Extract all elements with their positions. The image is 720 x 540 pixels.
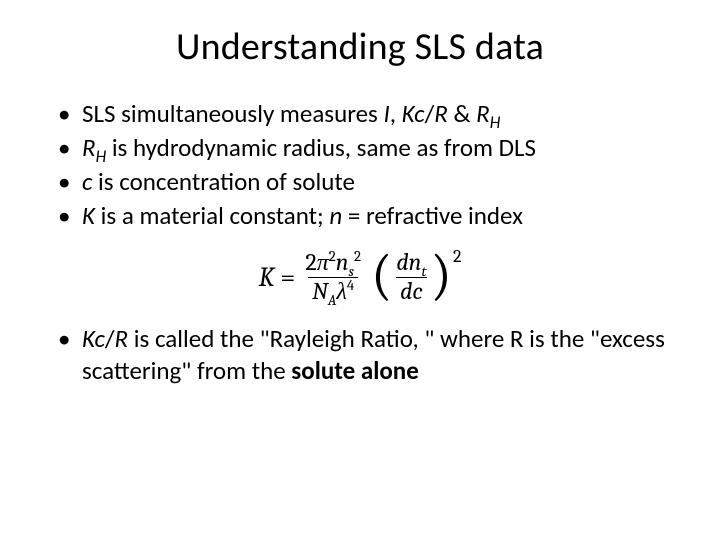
bullet-item: Kc/R is called the "Rayleigh Ratio, " wh… <box>58 323 680 387</box>
eq-equals: = <box>280 262 295 293</box>
var-n: n <box>329 200 342 231</box>
var-Kc: Kc <box>402 98 425 129</box>
text: / <box>425 98 435 129</box>
text: , <box>390 98 402 129</box>
text: = refractive index <box>342 200 523 231</box>
bullet-item: K is a material constant; n = refractive… <box>58 200 680 232</box>
bullet-list-top: SLS simultaneously measures I, Kc/R & RH… <box>40 98 680 232</box>
paren-left: ( <box>371 253 392 298</box>
var-c: c <box>82 166 92 197</box>
eq-fraction-left: 2π2ns2 NAλ4 <box>301 250 365 305</box>
equation-block: K = 2π2ns2 NAλ4 ( dnt dc ) <box>40 250 680 305</box>
bullet-item: SLS simultaneously measures I, Kc/R & RH <box>58 98 680 130</box>
text-bold: solute alone <box>291 355 419 386</box>
paren-right: ) <box>431 253 452 298</box>
eq-fraction-right: dnt dc <box>392 250 430 305</box>
var-R: R <box>434 98 448 129</box>
var-RH: RH <box>476 98 500 129</box>
var-K: K <box>82 200 95 231</box>
var-Kc: Kc <box>82 323 105 354</box>
equation: K = 2π2ns2 NAλ4 ( dnt dc ) <box>259 250 462 305</box>
bullet-item: c is concentration of solute <box>58 166 680 198</box>
eq-K: K <box>259 262 275 293</box>
bullet-list-bottom: Kc/R is called the "Rayleigh Ratio, " wh… <box>40 323 680 387</box>
text: / <box>105 323 115 354</box>
bullet-item: RH is hydrodynamic radius, same as from … <box>58 132 680 164</box>
text: SLS simultaneously measures <box>82 98 383 129</box>
eq-paren-group: ( dnt dc ) 2 <box>371 250 461 305</box>
eq-outer-power: 2 <box>453 246 462 267</box>
text: is concentration of solute <box>92 166 354 197</box>
slide: Understanding SLS data SLS simultaneousl… <box>0 0 720 540</box>
text: is a material constant; <box>95 200 329 231</box>
slide-title: Understanding SLS data <box>40 24 680 70</box>
var-RH: RH <box>82 132 106 163</box>
var-R: R <box>115 323 129 354</box>
text: & <box>448 98 476 129</box>
text: is hydrodynamic radius, same as from DLS <box>106 132 536 163</box>
